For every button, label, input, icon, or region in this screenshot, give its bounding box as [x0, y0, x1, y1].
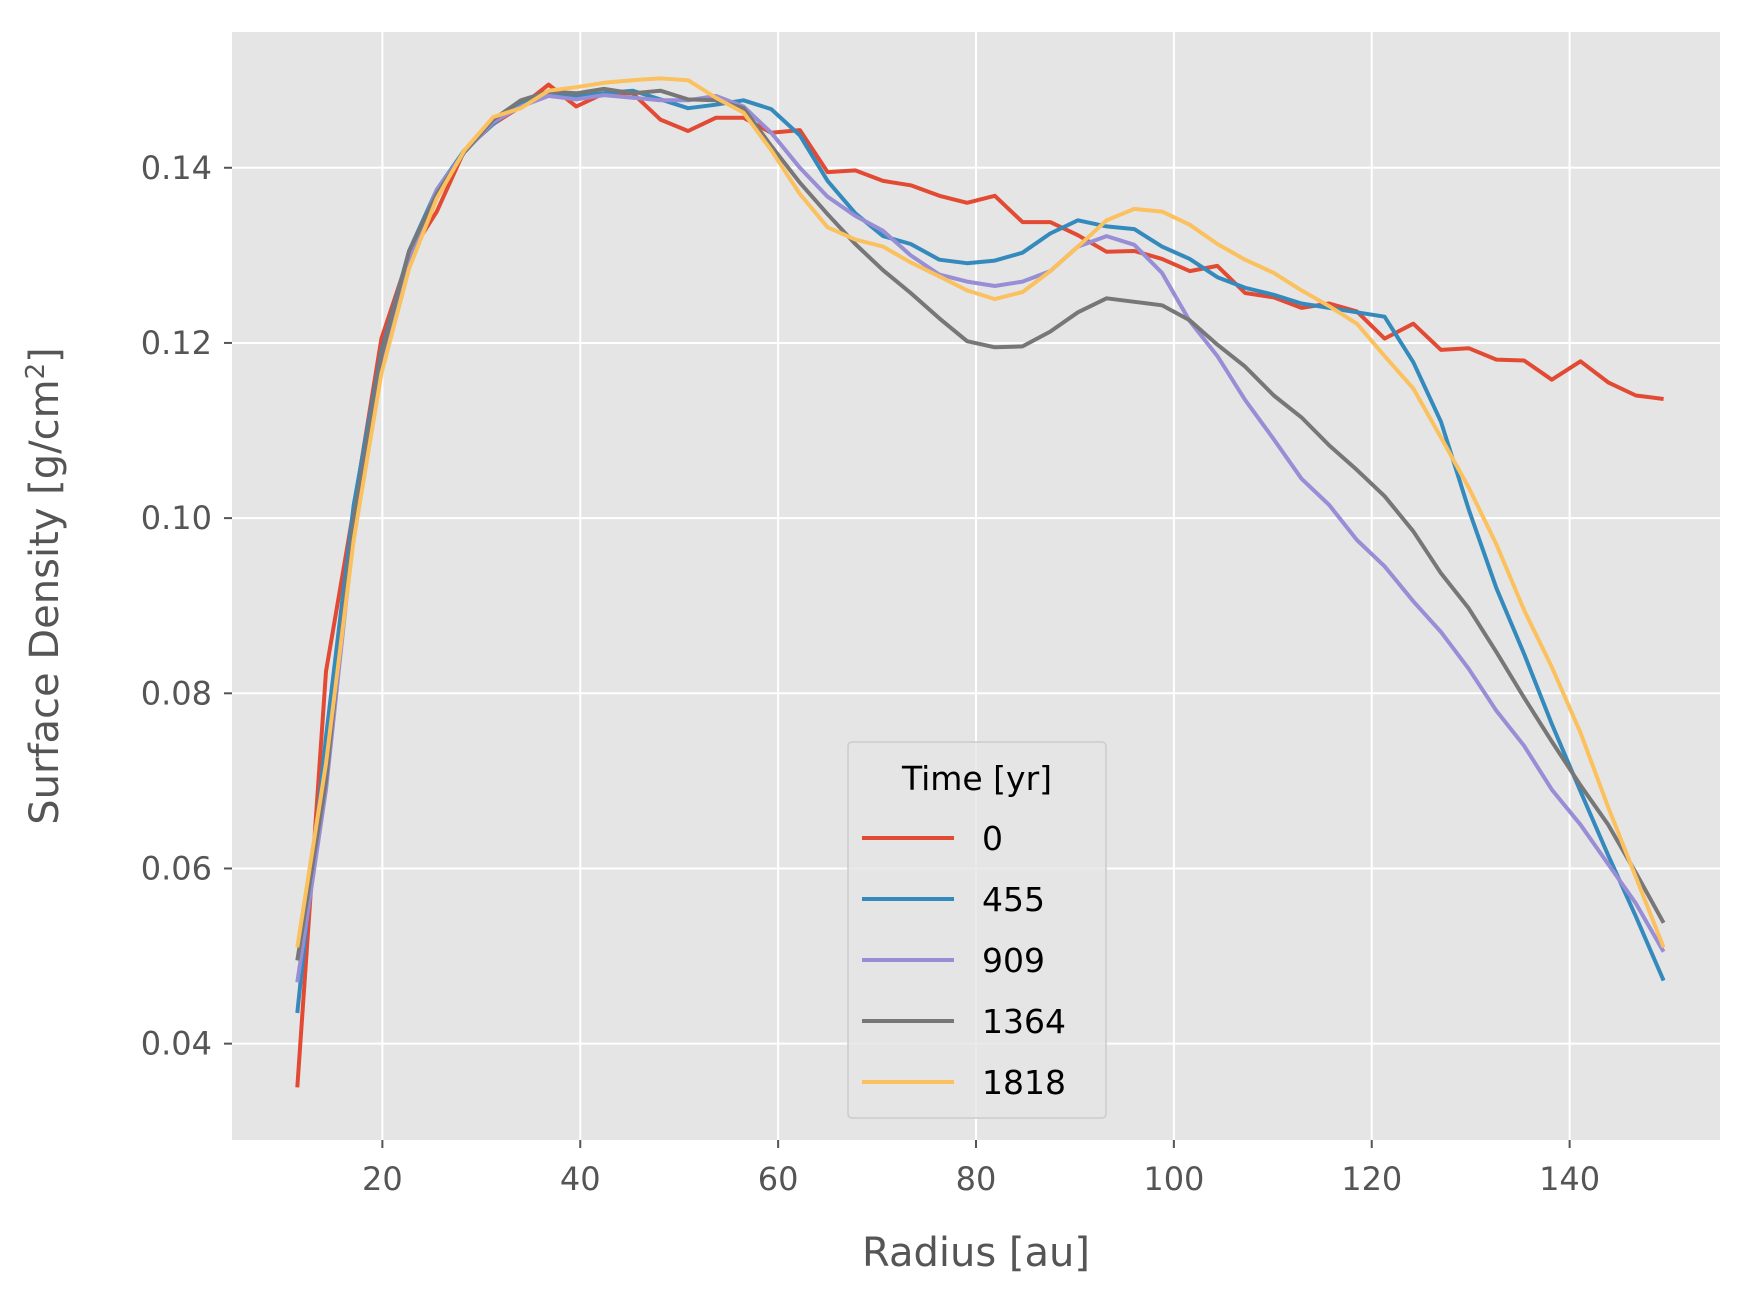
x-tick-label: 120 [1341, 1160, 1402, 1198]
axis-labels: Radius [au] Surface Density [g/cm2] [21, 347, 1090, 1276]
legend-title: Time [yr] [901, 759, 1052, 798]
legend: Time [yr] 0 455 909 1364 1818 [847, 741, 1107, 1119]
y-axis-label-main: Surface Density [g/cm [22, 379, 68, 824]
x-tick-label: 60 [758, 1160, 799, 1198]
x-axis-label: Radius [au] [862, 1230, 1090, 1276]
legend-label-1818: 1818 [982, 1063, 1066, 1102]
y-tick-label: 0.10 [141, 499, 212, 537]
y-tick-label: 0.08 [141, 674, 212, 712]
y-axis-label-superscript: 2 [21, 363, 51, 380]
legend-entries: 0 455 909 1364 1818 [862, 819, 1066, 1102]
legend-label-0: 0 [982, 819, 1003, 858]
x-tick-label: 40 [560, 1160, 601, 1198]
legend-label-1364: 1364 [982, 1002, 1066, 1041]
axis-ticks: 20 40 60 80 100 120 140 0.04 0.06 0.08 0.10 0.12 0.1… [141, 149, 1600, 1198]
y-tick-label: 0.14 [141, 149, 212, 187]
y-axis-label: Surface Density [g/cm2] [21, 347, 68, 824]
series-line-1818 [295, 76, 1666, 949]
x-tick-label: 20 [362, 1160, 403, 1198]
series-lines [295, 76, 1666, 1088]
x-tick-label: 140 [1539, 1160, 1600, 1198]
legend-label-909: 909 [982, 941, 1045, 980]
x-tick-label: 100 [1143, 1160, 1204, 1198]
y-axis-label-end: ] [22, 347, 68, 363]
y-tick-label: 0.12 [141, 324, 212, 362]
x-tick-label: 80 [956, 1160, 997, 1198]
series-line-1364 [295, 86, 1666, 961]
legend-box [847, 741, 1107, 1119]
y-tick-label: 0.06 [141, 849, 212, 887]
y-tick-label: 0.04 [141, 1025, 212, 1063]
legend-label-455: 455 [982, 880, 1045, 919]
